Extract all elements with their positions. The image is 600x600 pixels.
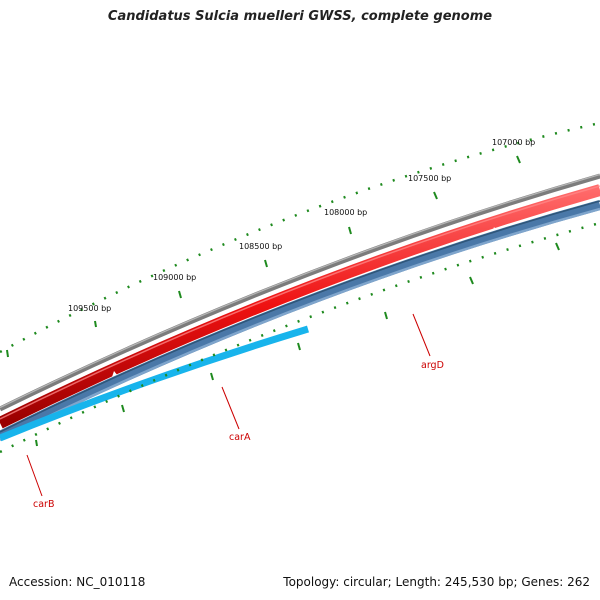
- carB-callout-line: [26, 454, 43, 497]
- major-tick: [516, 155, 521, 164]
- outer-major-tick: [555, 242, 560, 251]
- genome-backbone-highlight: [0, 173, 600, 409]
- outer-major-tick: [35, 439, 38, 447]
- ruler-major-ticks: [6, 155, 521, 358]
- gene-label-argD: argD: [421, 360, 444, 371]
- genome-backbone: [0, 173, 600, 412]
- genome-stats-text: Topology: circular; Length: 245,530 bp; …: [283, 575, 590, 589]
- gene-label-carA: carA: [229, 432, 251, 443]
- outer-major-tick: [121, 404, 125, 413]
- major-tick: [264, 259, 268, 268]
- outer-tick-track: [0, 221, 600, 454]
- ruler-label-107500: 107500 bp: [408, 174, 451, 183]
- ruler-label-109000: 109000 bp: [153, 273, 196, 282]
- map-title: Candidatus Sulcia muelleri GWSS, complet…: [107, 9, 493, 24]
- reverse-cds-shadow: [0, 207, 600, 442]
- accession-text: Accession: NC_010118: [9, 575, 146, 589]
- major-tick: [433, 191, 438, 200]
- outer-major-tick: [210, 372, 214, 381]
- major-tick: [178, 290, 182, 299]
- argD-callout-line: [412, 313, 431, 357]
- outer-major-tick: [297, 342, 301, 351]
- major-tick: [94, 320, 97, 328]
- ruler-tick-track: [0, 121, 600, 354]
- reverse-cds-top-edge: [0, 200, 600, 433]
- major-tick: [348, 226, 352, 235]
- ruler-label-107000: 107000 bp: [492, 138, 535, 147]
- reverse-cds-track: [0, 200, 600, 441]
- outer-major-ticks: [35, 242, 560, 447]
- ruler-label-108500: 108500 bp: [239, 242, 282, 251]
- carA-callout-line: [221, 386, 240, 430]
- outer-major-tick: [469, 276, 474, 285]
- forward-cds-highlight: [0, 185, 600, 420]
- ruler-label-109500: 109500 bp: [68, 304, 111, 313]
- ruler-label-108000: 108000 bp: [324, 208, 367, 217]
- forward-cds-track: [0, 184, 600, 429]
- major-tick: [6, 349, 9, 358]
- reverse-cds-light-segment: [0, 325, 310, 442]
- outer-major-tick: [384, 311, 388, 320]
- gene-label-carB: carB: [33, 499, 54, 510]
